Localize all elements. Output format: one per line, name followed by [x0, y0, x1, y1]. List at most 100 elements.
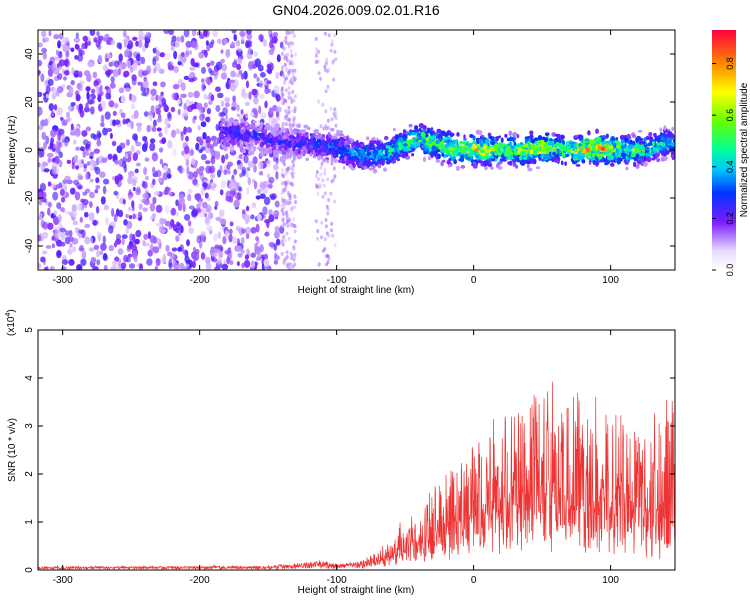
snr-scale-close: )	[6, 309, 17, 312]
spectrogram-cell-228	[154, 265, 159, 270]
spectrogram-cell-753	[42, 250, 48, 255]
spectrogram-cell-959	[175, 211, 179, 217]
spectrogram-cell-243	[170, 106, 176, 113]
spectrogram-cell-1357	[190, 210, 196, 218]
spectrogram-cell-921	[55, 145, 61, 154]
spectrogram-cell-4079	[376, 144, 382, 150]
spectrogram-cell-888	[205, 165, 212, 174]
spectrogram-cell-436	[268, 48, 275, 56]
spectrogram-cell-3305	[321, 134, 326, 138]
spectrogram-cell-3844	[659, 141, 663, 146]
spectrogram-cell-913	[56, 49, 59, 56]
spectrogram-cell-3436	[437, 133, 442, 138]
spectrogram-cell-3662	[447, 163, 451, 168]
spectrogram-cell-3417	[428, 155, 432, 161]
spectrogram-cell-3744	[524, 160, 530, 164]
spectrogram-cell-1516	[280, 251, 284, 256]
spectrogram-cell-1	[77, 54, 84, 62]
spectrogram-cell-4353	[222, 130, 225, 135]
spectrogram-cell-4206	[416, 132, 422, 137]
spectrogram-cell-1687	[330, 117, 334, 122]
spectrogram-cell-1680	[330, 39, 334, 44]
spectrogram-cell-292	[155, 94, 159, 102]
spectrogram-cell-726	[245, 80, 250, 89]
spectrogram-cell-1382	[214, 205, 218, 210]
spectrogram-cell-850	[43, 141, 48, 150]
spectrogram-cell-1104	[38, 199, 43, 206]
spectrogram-cell-2048	[450, 162, 453, 167]
spectrogram-cell-4232	[481, 149, 484, 154]
spectrogram-cell-4015	[348, 156, 353, 160]
spectrogram-cell-4319	[326, 135, 329, 140]
spectrogram-cell-4304	[450, 147, 454, 152]
spectrogram-cell-739	[217, 92, 224, 99]
spectrogram-cell-878	[120, 95, 126, 104]
spectrogram-cell-3322	[381, 160, 385, 166]
spectrogram-cell-16	[81, 130, 88, 137]
y-tick-label-0: -40	[24, 238, 35, 253]
spectrogram-cell-906	[275, 156, 279, 165]
spectrogram-cell-551	[164, 105, 169, 113]
spectrogram-cell-1701	[322, 126, 326, 131]
spectrogram-cell-1264	[239, 30, 246, 37]
spectrogram-cell-1666	[329, 48, 333, 53]
spectrogram-cell-4287	[665, 150, 670, 155]
spectrogram-cell-4307	[640, 152, 646, 157]
spectrogram-cell-1020	[118, 87, 125, 94]
spectrogram-cell-1706	[327, 33, 331, 38]
spectrogram-cell-1694	[332, 77, 336, 82]
spectrogram-cell-939	[177, 99, 182, 104]
spectrogram-cell-2829	[526, 163, 530, 169]
spectrogram-cell-964	[258, 171, 264, 176]
colorbar-tick-label-4: 0.8	[725, 57, 735, 70]
spectrogram-cell-1460	[284, 210, 288, 215]
snr-ticks: -300 -200 -100 0 100 0 1 2 3 4 5	[24, 327, 675, 586]
spectrogram-cell-1620	[282, 74, 286, 78]
spectrogram-cell-1192	[253, 164, 257, 173]
spectrogram-cell-1179	[102, 252, 108, 261]
spectrogram-cell-4331	[463, 151, 467, 155]
spectrogram-cell-2380	[610, 159, 615, 163]
spectrogram-cell-1071	[57, 73, 63, 80]
spectrogram-cell-3509	[250, 142, 254, 147]
spectrogram-cell-489	[162, 253, 167, 262]
spectrogram-cell-3894	[269, 135, 272, 139]
svg-text:(x104): (x104)	[5, 309, 17, 336]
spectrogram-cell-176	[180, 35, 185, 43]
spectrogram-cell-1546	[281, 218, 285, 223]
spectrogram-cell-413	[255, 223, 260, 233]
spectrogram-cell-4141	[220, 130, 223, 134]
spectrogram-cell-4192	[633, 161, 637, 168]
spectrogram-cell-1508	[291, 159, 295, 164]
spectrogram-cell-1373	[272, 31, 279, 38]
spectrogram-cell-1255	[93, 244, 100, 250]
spectrogram-cell-3265	[440, 130, 446, 136]
spectrogram-cell-1470	[287, 95, 291, 100]
spectrogram-cell-4295	[641, 149, 645, 153]
spectrogram-cell-487	[117, 248, 124, 255]
spectrogram-cell-3203	[300, 129, 306, 135]
spectrogram-cell-1330	[191, 158, 196, 165]
spectrogram-cell-454	[269, 40, 274, 49]
spectrogram-cell-4340	[274, 138, 278, 143]
snr-ylabel: SNR (10 * v/v)	[7, 418, 18, 482]
spectrogram-cell-731	[89, 151, 95, 156]
spectrogram-cell-1184	[61, 207, 65, 213]
spectrogram-cell-2161	[498, 135, 501, 139]
spectrogram-cell-475	[214, 266, 220, 270]
spectrogram-cell-673	[144, 157, 150, 162]
spectrogram-cell-4259	[230, 133, 234, 139]
spectrogram-cell-932	[152, 47, 157, 54]
spectrogram-cell-3861	[578, 150, 581, 156]
spectrogram-cell-1378	[250, 260, 256, 269]
spectrogram-cell-961	[204, 116, 210, 123]
y-tick-label-1: 1	[24, 519, 35, 525]
spectrogram-cell-1515	[282, 158, 286, 162]
spectrogram-cell-1114	[264, 231, 270, 237]
spectrogram-cell-4347	[261, 135, 265, 139]
spectrogram-cell-384	[209, 60, 215, 66]
spectrogram-cell-976	[150, 88, 157, 97]
spectrogram-cell-999	[75, 165, 79, 170]
spectrogram-cell-3812	[560, 134, 565, 140]
spectrogram-cell-613	[100, 122, 105, 127]
